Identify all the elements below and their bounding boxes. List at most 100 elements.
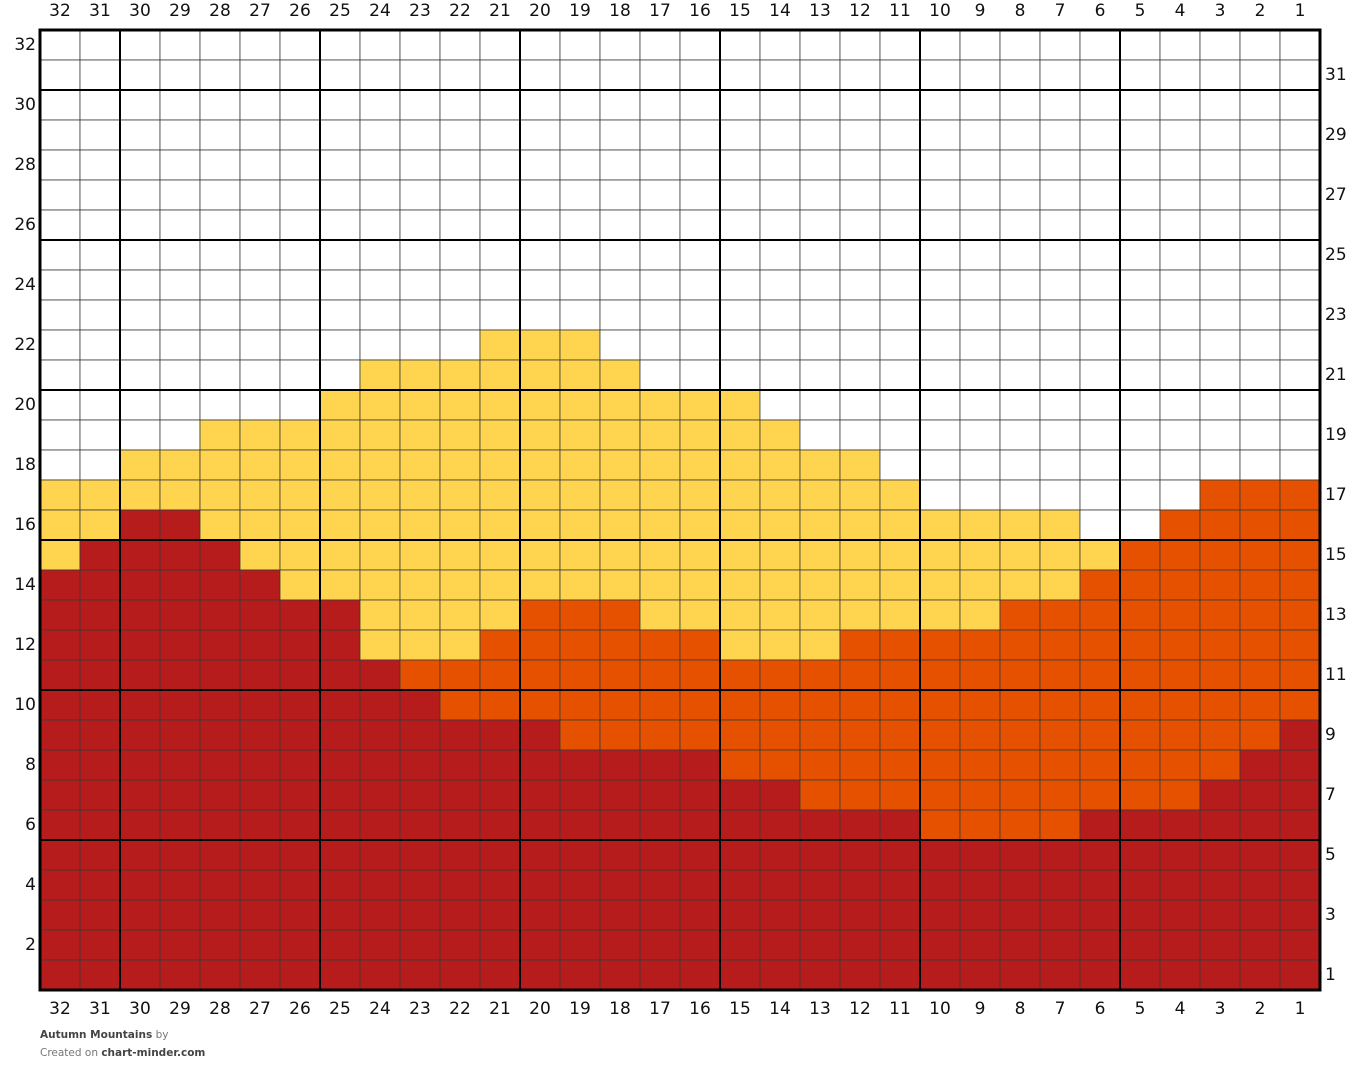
cell xyxy=(839,479,881,511)
column-label: 24 xyxy=(369,999,391,1019)
row-label: 14 xyxy=(14,575,36,595)
cell xyxy=(799,239,841,271)
column-label: 16 xyxy=(689,999,711,1019)
cell xyxy=(1039,569,1081,601)
cell xyxy=(1159,929,1201,961)
cell xyxy=(639,119,681,151)
cell xyxy=(119,29,161,61)
cell xyxy=(119,809,161,841)
cell xyxy=(1279,209,1321,241)
cell xyxy=(399,779,441,811)
cell xyxy=(919,539,961,571)
cell xyxy=(1239,569,1281,601)
cell xyxy=(39,29,81,61)
cell xyxy=(639,839,681,871)
cell xyxy=(1079,119,1121,151)
cell xyxy=(239,569,281,601)
cell xyxy=(1079,809,1121,841)
cell xyxy=(1079,629,1121,661)
cell xyxy=(319,899,361,931)
cell xyxy=(479,209,521,241)
column-label: 7 xyxy=(1055,999,1066,1019)
cell xyxy=(319,689,361,721)
cell xyxy=(79,359,121,391)
cell xyxy=(439,389,481,421)
cell xyxy=(1279,809,1321,841)
cell xyxy=(279,659,321,691)
cell xyxy=(639,869,681,901)
cell xyxy=(1039,689,1081,721)
cell xyxy=(39,959,81,991)
cell xyxy=(799,449,841,481)
cell xyxy=(199,449,241,481)
cell xyxy=(79,659,121,691)
cell xyxy=(439,449,481,481)
cell xyxy=(559,329,601,361)
cell xyxy=(279,509,321,541)
created-on: Created on xyxy=(40,1047,98,1059)
column-label: 27 xyxy=(249,999,271,1019)
cell xyxy=(519,149,561,181)
cell xyxy=(199,509,241,541)
row-label: 19 xyxy=(1325,425,1347,445)
cell xyxy=(279,149,321,181)
cell xyxy=(39,509,81,541)
cell xyxy=(479,899,521,931)
cell xyxy=(1159,119,1201,151)
cell xyxy=(1119,779,1161,811)
cell xyxy=(839,209,881,241)
cell xyxy=(199,839,241,871)
cell xyxy=(1199,689,1241,721)
cell xyxy=(799,929,841,961)
cell xyxy=(319,89,361,121)
cell xyxy=(999,149,1041,181)
cell xyxy=(239,329,281,361)
cell xyxy=(959,329,1001,361)
cell xyxy=(119,389,161,421)
cell xyxy=(679,869,721,901)
cell xyxy=(559,959,601,991)
cell xyxy=(79,599,121,631)
cell xyxy=(799,749,841,781)
cell xyxy=(1159,59,1201,91)
cell xyxy=(799,959,841,991)
cell xyxy=(399,509,441,541)
cell xyxy=(559,269,601,301)
cell xyxy=(359,209,401,241)
cell xyxy=(559,509,601,541)
row-label: 13 xyxy=(1325,605,1347,625)
cell xyxy=(919,599,961,631)
cell xyxy=(639,179,681,211)
cell xyxy=(1199,479,1241,511)
cell xyxy=(1239,179,1281,211)
cell xyxy=(1079,599,1121,631)
cell xyxy=(479,119,521,151)
cell xyxy=(1079,239,1121,271)
cell xyxy=(959,209,1001,241)
cell xyxy=(199,239,241,271)
cell xyxy=(519,59,561,91)
cell xyxy=(279,419,321,451)
cell xyxy=(439,59,481,91)
cell xyxy=(1239,329,1281,361)
cell xyxy=(319,839,361,871)
cell xyxy=(1199,659,1241,691)
cell xyxy=(639,359,681,391)
cell xyxy=(919,959,961,991)
cell xyxy=(359,689,401,721)
cell xyxy=(479,689,521,721)
cell xyxy=(159,839,201,871)
cell xyxy=(1039,269,1081,301)
cell xyxy=(879,89,921,121)
cell xyxy=(1159,629,1201,661)
cell xyxy=(239,869,281,901)
cell xyxy=(959,389,1001,421)
cell xyxy=(759,299,801,331)
cell xyxy=(879,359,921,391)
cell xyxy=(1239,839,1281,871)
cell xyxy=(919,89,961,121)
cell xyxy=(159,509,201,541)
cell xyxy=(1039,149,1081,181)
cell xyxy=(679,809,721,841)
